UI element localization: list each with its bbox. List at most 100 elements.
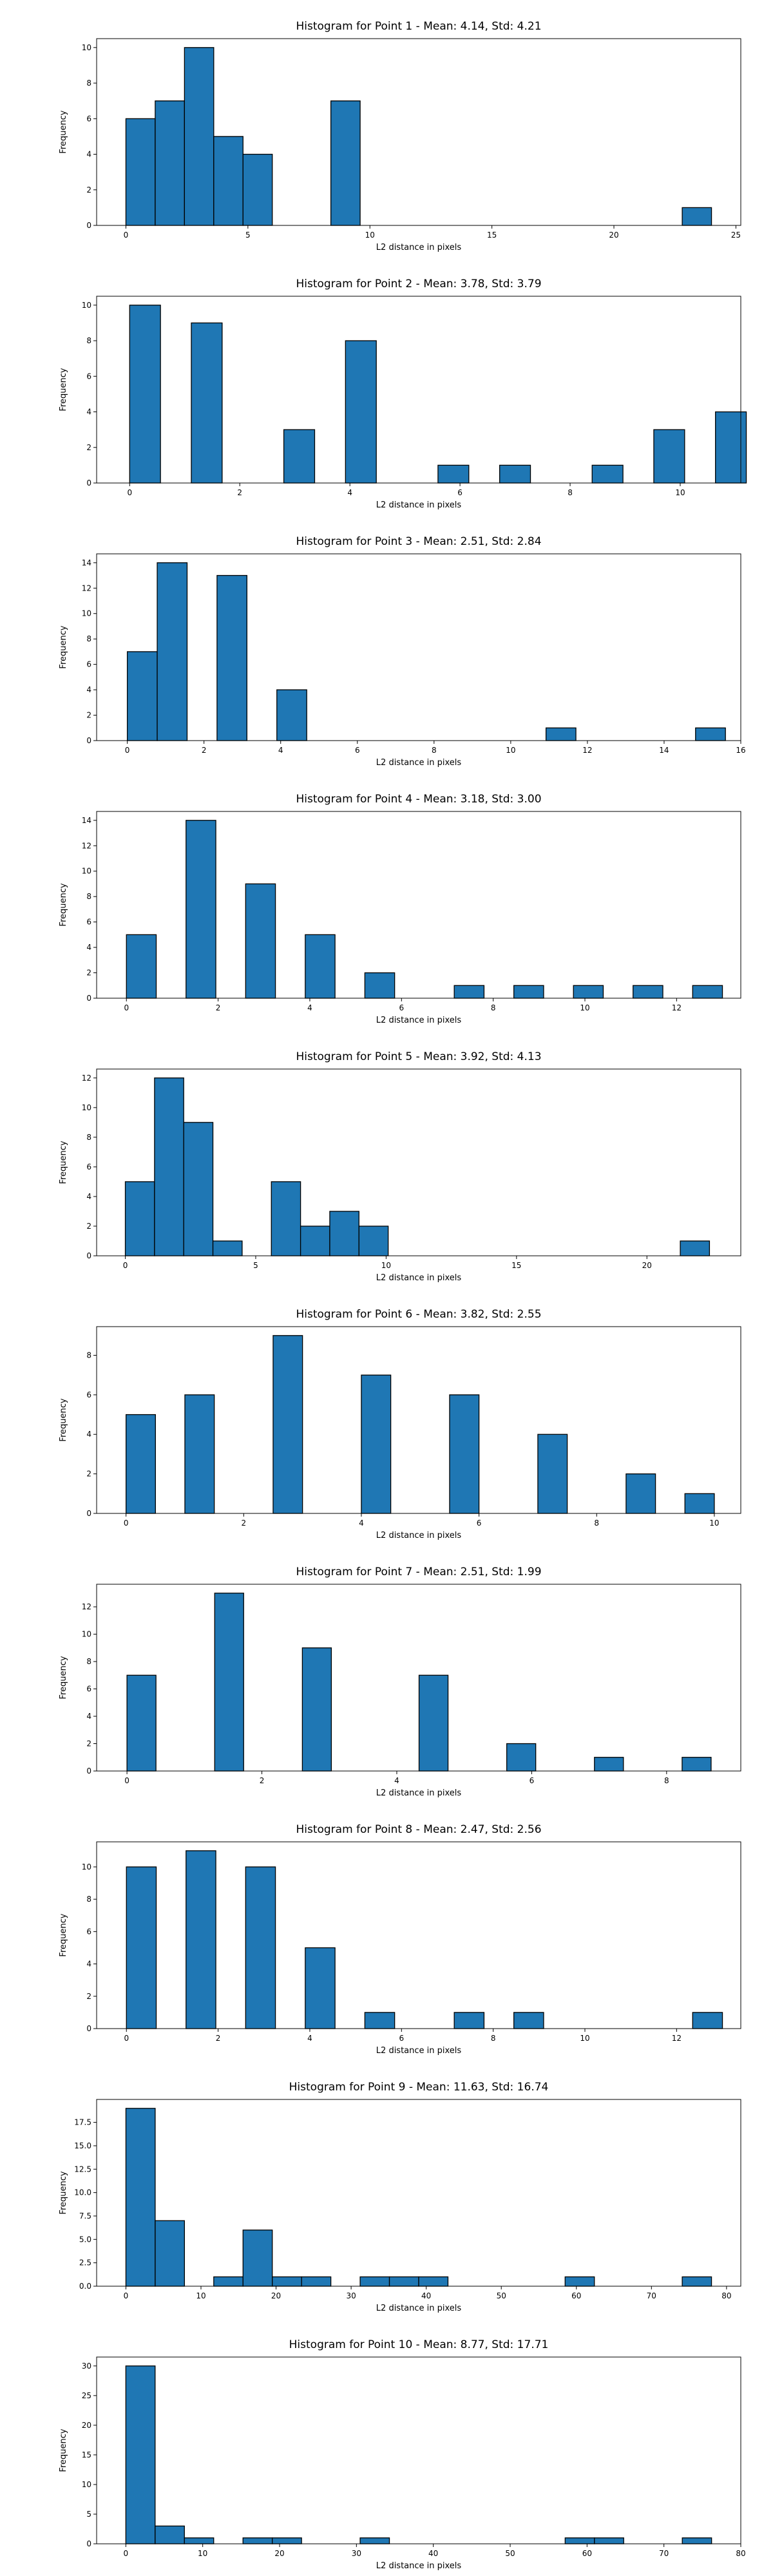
histogram-bar bbox=[692, 2012, 723, 2029]
histogram-bar bbox=[361, 1374, 392, 1514]
histogram-bar bbox=[633, 985, 663, 999]
chart-title: Histogram for Point 9 - Mean: 11.63, Std… bbox=[289, 2081, 549, 2094]
x-tick-label: 4 bbox=[359, 1519, 364, 1528]
axes-frame bbox=[96, 38, 741, 226]
histogram-bar bbox=[276, 689, 307, 741]
x-tick-label: 10 bbox=[709, 1519, 719, 1528]
histogram-svg-3: Histogram for Point 3 - Mean: 2.51, Std:… bbox=[59, 535, 746, 768]
x-tick-label: 6 bbox=[399, 2034, 404, 2043]
x-tick-label: 5 bbox=[245, 231, 251, 240]
histogram-bar bbox=[305, 1947, 336, 2029]
y-tick-label: 25 bbox=[82, 2391, 91, 2400]
histogram-svg-9: Histogram for Point 9 - Mean: 11.63, Std… bbox=[59, 2081, 741, 2313]
x-tick-label: 70 bbox=[659, 2549, 669, 2558]
x-tick-label: 40 bbox=[421, 2291, 431, 2300]
chart-title: Histogram for Point 8 - Mean: 2.47, Std:… bbox=[296, 1823, 541, 1836]
y-tick-label: 4 bbox=[86, 1712, 91, 1721]
y-tick-label: 0 bbox=[86, 994, 91, 1003]
y-axis-label: Frequency bbox=[59, 2429, 68, 2472]
histogram-svg-7: Histogram for Point 7 - Mean: 2.51, Std:… bbox=[59, 1566, 741, 1798]
y-tick-label: 14 bbox=[82, 816, 91, 825]
x-tick-label: 6 bbox=[477, 1519, 482, 1528]
histogram-panel-10: Histogram for Point 10 - Mean: 8.77, Std… bbox=[0, 2318, 773, 2576]
y-tick-label: 8 bbox=[86, 1350, 91, 1359]
histogram-bar bbox=[537, 1434, 568, 1514]
y-tick-label: 6 bbox=[86, 1162, 91, 1171]
histogram-bar bbox=[125, 118, 156, 226]
histogram-bar bbox=[513, 985, 544, 999]
y-axis-label: Frequency bbox=[59, 1398, 68, 1441]
histogram-panel-5: Histogram for Point 5 - Mean: 3.92, Std:… bbox=[0, 1030, 773, 1288]
y-axis-label: Frequency bbox=[59, 883, 68, 926]
histogram-bar bbox=[245, 1866, 276, 2029]
y-tick-label: 15 bbox=[82, 2450, 91, 2459]
axes-frame bbox=[96, 811, 741, 999]
histogram-bar bbox=[272, 1335, 303, 1514]
histogram-bar bbox=[272, 2537, 302, 2544]
x-axis-label: L2 distance in pixels bbox=[376, 500, 462, 510]
y-tick-label: 6 bbox=[86, 1685, 91, 1694]
histogram-bar bbox=[184, 47, 215, 226]
y-tick-label: 10 bbox=[82, 1862, 91, 1871]
y-tick-label: 17.5 bbox=[74, 2118, 91, 2127]
x-tick-label: 6 bbox=[355, 746, 360, 755]
histogram-bar bbox=[682, 1757, 712, 1772]
x-tick-label: 4 bbox=[394, 1776, 399, 1785]
y-tick-label: 12.5 bbox=[74, 2164, 91, 2174]
y-tick-label: 0.0 bbox=[79, 2282, 91, 2291]
x-tick-label: 16 bbox=[736, 746, 745, 755]
x-tick-label: 6 bbox=[530, 1776, 535, 1785]
x-tick-label: 2 bbox=[216, 1003, 221, 1012]
y-axis-label: Frequency bbox=[59, 1656, 68, 1699]
histogram-bar bbox=[506, 1743, 537, 1772]
histogram-bar bbox=[125, 2365, 156, 2544]
histogram-bar bbox=[126, 1866, 157, 2029]
histogram-bar bbox=[680, 1240, 711, 1256]
y-tick-label: 10.0 bbox=[74, 2188, 91, 2197]
histogram-bar bbox=[154, 1077, 184, 1256]
y-tick-label: 4 bbox=[86, 685, 91, 694]
y-tick-label: 6 bbox=[86, 660, 91, 669]
y-axis-label: Frequency bbox=[59, 625, 68, 668]
y-tick-label: 8 bbox=[86, 634, 91, 643]
x-tick-label: 50 bbox=[497, 2291, 506, 2300]
histogram-bar bbox=[126, 651, 158, 741]
y-tick-label: 6 bbox=[86, 1390, 91, 1399]
histogram-bar bbox=[242, 2537, 273, 2544]
histogram-panel-7: Histogram for Point 7 - Mean: 2.51, Std:… bbox=[0, 1546, 773, 1803]
histogram-bar bbox=[191, 322, 223, 484]
histogram-bar bbox=[213, 2276, 243, 2287]
y-tick-label: 8 bbox=[86, 892, 91, 901]
histogram-bar bbox=[184, 1394, 215, 1514]
y-tick-label: 5.0 bbox=[79, 2235, 91, 2244]
y-tick-label: 8 bbox=[86, 1657, 91, 1666]
histogram-bar bbox=[330, 100, 361, 226]
histogram-bar bbox=[453, 2012, 485, 2029]
histogram-bar bbox=[183, 1122, 214, 1256]
histogram-bar bbox=[245, 883, 276, 999]
y-tick-label: 4 bbox=[86, 1430, 91, 1439]
histogram-bar bbox=[359, 2537, 390, 2544]
y-tick-label: 0 bbox=[86, 1509, 91, 1518]
histogram-bar bbox=[513, 2012, 544, 2029]
y-tick-label: 6 bbox=[86, 114, 91, 123]
histogram-bar bbox=[283, 429, 316, 484]
x-tick-label: 10 bbox=[580, 1003, 589, 1012]
x-tick-label: 60 bbox=[571, 2291, 581, 2300]
x-tick-label: 4 bbox=[347, 488, 352, 497]
x-tick-label: 4 bbox=[307, 2034, 312, 2043]
axes-frame bbox=[96, 553, 741, 741]
chart-title: Histogram for Point 10 - Mean: 8.77, Std… bbox=[289, 2338, 549, 2351]
x-tick-label: 0 bbox=[124, 2034, 129, 2043]
histogram-bar bbox=[301, 1647, 332, 1772]
x-tick-label: 2 bbox=[260, 1776, 265, 1785]
histogram-bar bbox=[216, 574, 247, 741]
y-tick-label: 2 bbox=[86, 711, 91, 720]
axes-frame bbox=[96, 2356, 741, 2544]
axes-frame bbox=[96, 2099, 741, 2287]
x-tick-label: 4 bbox=[307, 1003, 312, 1012]
y-tick-label: 2.5 bbox=[79, 2259, 91, 2268]
y-tick-label: 0 bbox=[86, 478, 91, 488]
x-tick-label: 2 bbox=[202, 746, 207, 755]
